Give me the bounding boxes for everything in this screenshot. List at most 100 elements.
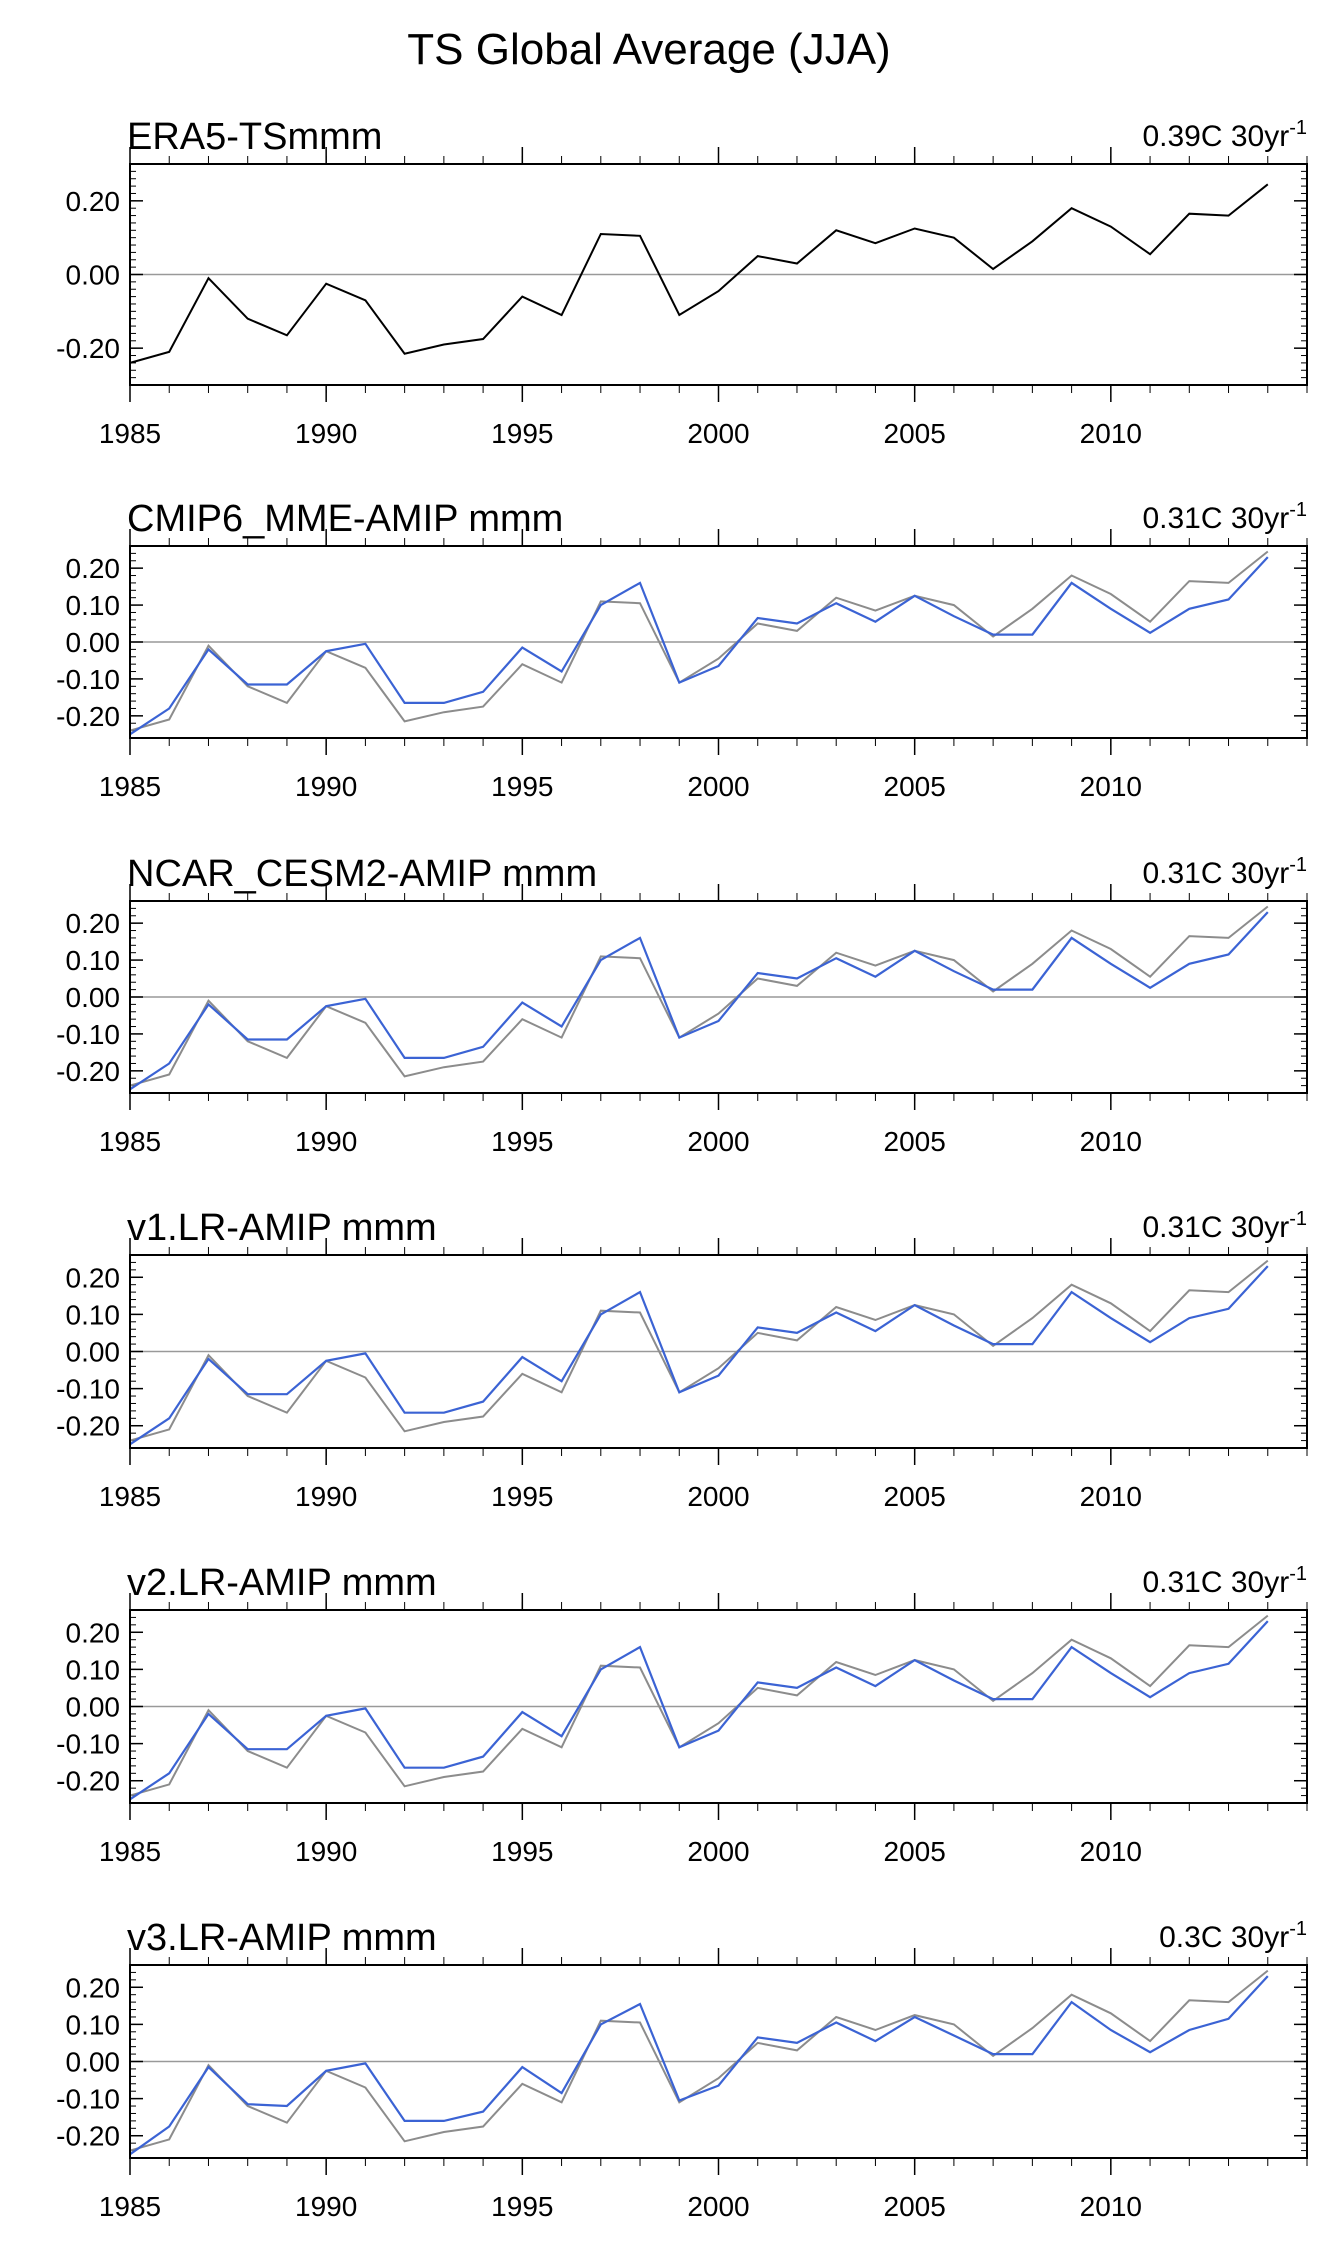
trend-label: 0.31C 30yr-1 (1142, 854, 1307, 890)
y-tick-label: 0.20 (66, 908, 121, 939)
trend-text: 0.39C 30yr (1142, 120, 1289, 153)
series-line-v1-lr-amip (129, 1265, 1269, 1446)
y-tick-label: 0.20 (66, 553, 121, 584)
x-tick-label: 1985 (99, 418, 161, 449)
x-tick-label: 2010 (1080, 1126, 1142, 1157)
x-tick-label: 2005 (884, 2191, 946, 2222)
x-tick-label: 1985 (99, 2191, 161, 2222)
x-tick-label: 1995 (491, 771, 553, 802)
trend-text: 0.31C 30yr (1142, 502, 1289, 535)
y-tick-label: -0.20 (56, 1766, 120, 1797)
x-tick-label: 1995 (491, 1126, 553, 1157)
series-line-era5 (129, 1614, 1269, 1797)
x-tick-label: 2000 (687, 1481, 749, 1512)
trend-superscript: -1 (1289, 1563, 1307, 1585)
chart-panel-3: NCAR_CESM2-AMIP mmm 0.31C 30yr-1 -0.20 -0.1… (56, 853, 1308, 1157)
figure-title: TS Global Average (JJA) (407, 25, 890, 74)
trend-text: 0.3C 30yr (1159, 1921, 1289, 1954)
panel-title: v1.LR-AMIP mmm (127, 1207, 437, 1249)
x-tick-label: 2000 (687, 1836, 749, 1867)
x-tick-label: 2000 (687, 1126, 749, 1157)
series-line-era5 (129, 1969, 1269, 2152)
x-tick-label: 1995 (491, 1836, 553, 1867)
series-line-era5 (129, 183, 1269, 364)
x-tick-label: 2010 (1080, 418, 1142, 449)
series-line-era5 (129, 1259, 1269, 1442)
series-line-ncar-cesm2-amip (129, 911, 1269, 1091)
y-tick-label: 0.20 (66, 186, 121, 217)
x-tick-label: 2000 (687, 771, 749, 802)
x-tick-label: 2000 (687, 2191, 749, 2222)
trend-superscript: -1 (1289, 1918, 1307, 1940)
trend-superscript: -1 (1289, 854, 1307, 876)
x-tick-label: 2010 (1080, 1481, 1142, 1512)
y-tick-label: -0.10 (56, 2084, 120, 2115)
y-tick-label: -0.10 (56, 1729, 120, 1760)
trend-label: 0.31C 30yr-1 (1142, 499, 1307, 535)
y-tick-label: 0.00 (66, 1337, 121, 1368)
y-tick-label: 0.00 (66, 627, 121, 658)
y-tick-label: 0.00 (66, 2047, 121, 2078)
x-tick-label: 2005 (884, 1836, 946, 1867)
plot-frame (129, 1964, 1308, 2159)
y-tick-label: 0.10 (66, 1299, 121, 1330)
plot-frame (129, 1609, 1308, 1804)
x-tick-label: 1990 (295, 1126, 357, 1157)
panel-title: ERA5-TSmmm (127, 116, 382, 158)
y-tick-label: -0.20 (56, 701, 120, 732)
x-tick-label: 1985 (99, 1836, 161, 1867)
plot-frame (129, 900, 1308, 1094)
x-tick-label: 1990 (295, 1481, 357, 1512)
chart-panel-4: v1.LR-AMIP mmm 0.31C 30yr-1 -0.20 -0.10 0.00… (56, 1207, 1308, 1512)
x-tick-label: 1985 (99, 1126, 161, 1157)
chart-panel-2: CMIP6_MME-AMIP mmm 0.31C 30yr-1 -0.20 -0.10… (56, 498, 1308, 802)
x-tick-label: 2005 (884, 771, 946, 802)
x-tick-label: 1990 (295, 1836, 357, 1867)
trend-text: 0.31C 30yr (1142, 1566, 1289, 1599)
x-tick-label: 1995 (491, 2191, 553, 2222)
x-tick-label: 1990 (295, 771, 357, 802)
trend-label: 0.39C 30yr-1 (1142, 117, 1307, 153)
trend-superscript: -1 (1289, 1208, 1307, 1230)
trend-text: 0.31C 30yr (1142, 1211, 1289, 1244)
panel-title: v3.LR-AMIP mmm (127, 1917, 437, 1959)
series-line-era5 (129, 550, 1269, 732)
chart-panel-5: v2.LR-AMIP mmm 0.31C 30yr-1 -0.20 -0.10 0.00… (56, 1562, 1308, 1867)
series-line-v2-lr-amip (129, 1620, 1269, 1801)
trend-label: 0.3C 30yr-1 (1159, 1918, 1307, 1954)
series-line-era5 (129, 905, 1269, 1087)
x-tick-label: 1995 (491, 1481, 553, 1512)
y-tick-label: 0.20 (66, 1972, 121, 2003)
y-tick-label: -0.10 (56, 1019, 120, 1050)
chart-panel-1: ERA5-TSmmm 0.39C 30yr-1 -0.20 0.00 0.20 1985 1… (56, 116, 1308, 449)
x-tick-label: 1995 (491, 418, 553, 449)
y-tick-label: -0.10 (56, 1374, 120, 1405)
trend-superscript: -1 (1289, 117, 1307, 139)
series-line-v3-lr-amip (129, 1975, 1269, 2156)
y-tick-label: 0.10 (66, 1654, 121, 1685)
series-line-cmip6-mme-amip (129, 556, 1269, 736)
chart-panel-6: v3.LR-AMIP mmm 0.3C 30yr-1 -0.20 -0.10 0.00 0… (56, 1917, 1308, 2222)
y-tick-label: 0.10 (66, 945, 121, 976)
panel-title: v2.LR-AMIP mmm (127, 1562, 437, 1604)
x-tick-label: 1985 (99, 771, 161, 802)
x-tick-label: 1990 (295, 2191, 357, 2222)
plot-frame (129, 163, 1308, 386)
y-tick-label: 0.00 (66, 260, 121, 291)
panel-title: NCAR_CESM2-AMIP mmm (127, 853, 597, 895)
trend-label: 0.31C 30yr-1 (1142, 1563, 1307, 1599)
x-tick-label: 2000 (687, 418, 749, 449)
x-tick-label: 1990 (295, 418, 357, 449)
x-tick-label: 2005 (884, 1481, 946, 1512)
y-tick-label: -0.20 (56, 1056, 120, 1087)
panel-title: CMIP6_MME-AMIP mmm (127, 498, 563, 540)
x-tick-label: 2005 (884, 418, 946, 449)
x-tick-label: 2010 (1080, 771, 1142, 802)
plot-frame (129, 1254, 1308, 1449)
y-tick-label: 0.20 (66, 1262, 121, 1293)
trend-text: 0.31C 30yr (1142, 857, 1289, 890)
trend-superscript: -1 (1289, 499, 1307, 521)
x-tick-label: 2010 (1080, 2191, 1142, 2222)
